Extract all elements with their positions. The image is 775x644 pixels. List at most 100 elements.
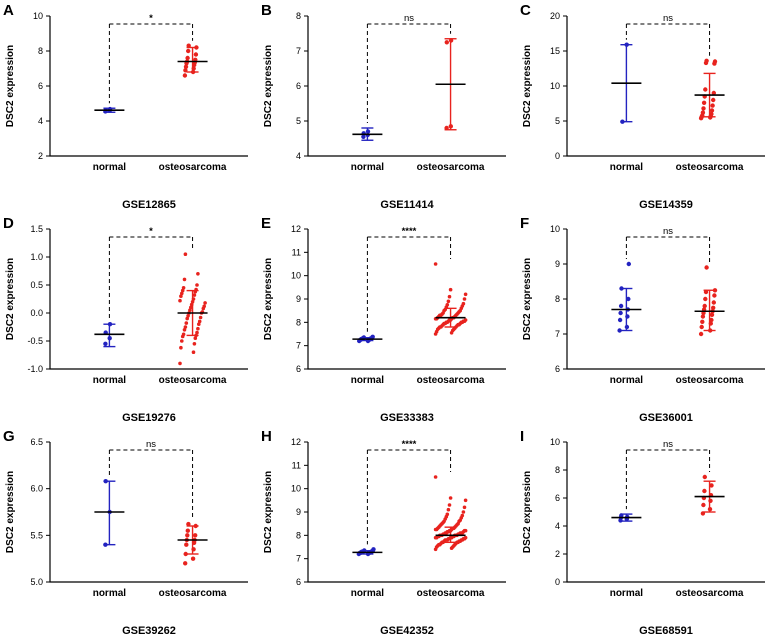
y-tick-label: 6 [296,577,301,587]
data-point [183,252,188,256]
category-label-normal: normal [609,375,643,386]
data-point [702,296,708,302]
y-tick-label: 9 [296,507,301,517]
y-tick-label: -0.5 [27,336,43,346]
category-label-normal: normal [351,375,385,386]
data-point [193,533,198,538]
plot-GSE33383: 6 7 8 9 10 11 12 DSC2 expression E GSE33383 normal… [261,215,507,424]
data-point [618,303,623,309]
category-label-normal: normal [93,162,127,173]
data-point [699,324,704,330]
dataset-title: GSE11414 [381,199,435,211]
significance-label: * [149,226,153,237]
category-label-normal: normal [351,588,385,599]
plot-GSE39262: 5.0 5.5 6.0 6.5 DSC2 expression G GSE39262 norm… [3,428,248,637]
data-point [700,106,706,111]
category-label-osteosarcoma: osteosarcoma [675,162,743,173]
panel-letter: A [3,2,14,19]
y-tick-label: 7 [296,341,301,351]
error-bar-normal [103,323,116,348]
data-point [461,301,466,306]
significance-label: **** [402,226,417,237]
data-point [464,535,468,540]
data-point [702,87,708,92]
panel-GSE19276: -1.0 -0.5 0.0 0.5 1.0 1.5 DSC2 expression D GSE1… [0,213,258,426]
panel-letter: C [520,2,531,19]
dataset-title: GSE19276 [122,412,176,424]
y-tick-label: 2 [38,151,43,161]
data-point [195,283,199,287]
axes [566,229,765,370]
y-tick-label: 11 [292,460,301,470]
data-point [197,319,202,324]
data-point [185,316,189,321]
significance-bracket [367,449,452,545]
category-label-normal: normal [609,588,643,599]
osteosarcoma-points [434,475,468,552]
y-tick-label: 0 [555,577,560,587]
data-point [186,48,191,54]
data-point [463,505,467,510]
category-label-normal: normal [609,162,643,173]
y-tick-label: 10 [33,11,43,21]
data-point [698,331,703,337]
axes [566,16,765,157]
y-tick-label: 8 [296,11,301,21]
y-tick-label: 4 [38,116,43,126]
data-point [463,297,467,301]
y-tick-label: 10 [550,81,560,91]
data-point [182,73,188,78]
data-point [189,305,193,310]
data-point [449,287,453,292]
data-point [710,97,716,103]
y-tick-label: 8 [555,465,560,475]
data-point [185,528,190,533]
normal-points [103,479,112,547]
panel-letter: E [261,215,271,232]
panel-GSE11414: 4 5 6 7 8 DSC2 expression B GSE11414 normal osteo… [258,0,516,213]
significance-label: ns [404,13,414,24]
data-point [708,483,714,488]
significance-bracket [108,23,194,104]
data-point [446,299,451,304]
y-tick-label: 5 [555,116,560,126]
data-point [180,339,184,343]
data-point [448,294,452,299]
data-point [192,342,197,346]
dataset-title: GSE14359 [639,199,693,211]
y-tick-label: 8 [555,294,560,304]
category-label-normal: normal [93,375,127,386]
plot-GSE14359: 0 5 10 15 20 DSC2 expression C GSE14359 normal os… [520,2,765,211]
y-tick-label: 6 [38,81,43,91]
y-axis-label: DSC2 expression [5,471,16,553]
data-point [618,310,623,316]
panel-letter: F [520,215,529,232]
y-tick-label: 9 [555,259,560,269]
significance-bracket [367,236,452,332]
panel-GSE68591: 0 2 4 6 8 10 DSC2 expression I GSE68591 normal ost… [517,426,775,639]
data-point [464,498,468,503]
y-tick-label: 5 [296,116,301,126]
data-point [191,350,196,354]
data-point [179,345,183,350]
osteosarcoma-points [434,262,468,336]
data-point [700,110,705,115]
dataset-title: GSE68591 [639,625,693,637]
category-label-osteosarcoma: osteosarcoma [159,588,227,599]
significance-label: **** [402,439,417,450]
data-point [709,312,714,317]
data-point [183,551,188,557]
data-point [198,315,203,320]
osteosarcoma-points [183,521,198,566]
data-point [181,286,186,290]
panel-letter: H [261,428,272,445]
significance-bracket [108,236,194,320]
data-point [182,277,187,282]
panel-GSE14359: 0 5 10 15 20 DSC2 expression C GSE14359 normal os… [517,0,775,213]
y-tick-label: 10 [291,271,301,281]
category-label-normal: normal [93,588,127,599]
y-axis-label: DSC2 expression [263,471,274,553]
y-tick-label: -1.0 [27,364,43,374]
plot-GSE68591: 0 2 4 6 8 10 DSC2 expression I GSE68591 normal ost… [520,428,765,637]
data-point [710,305,716,310]
